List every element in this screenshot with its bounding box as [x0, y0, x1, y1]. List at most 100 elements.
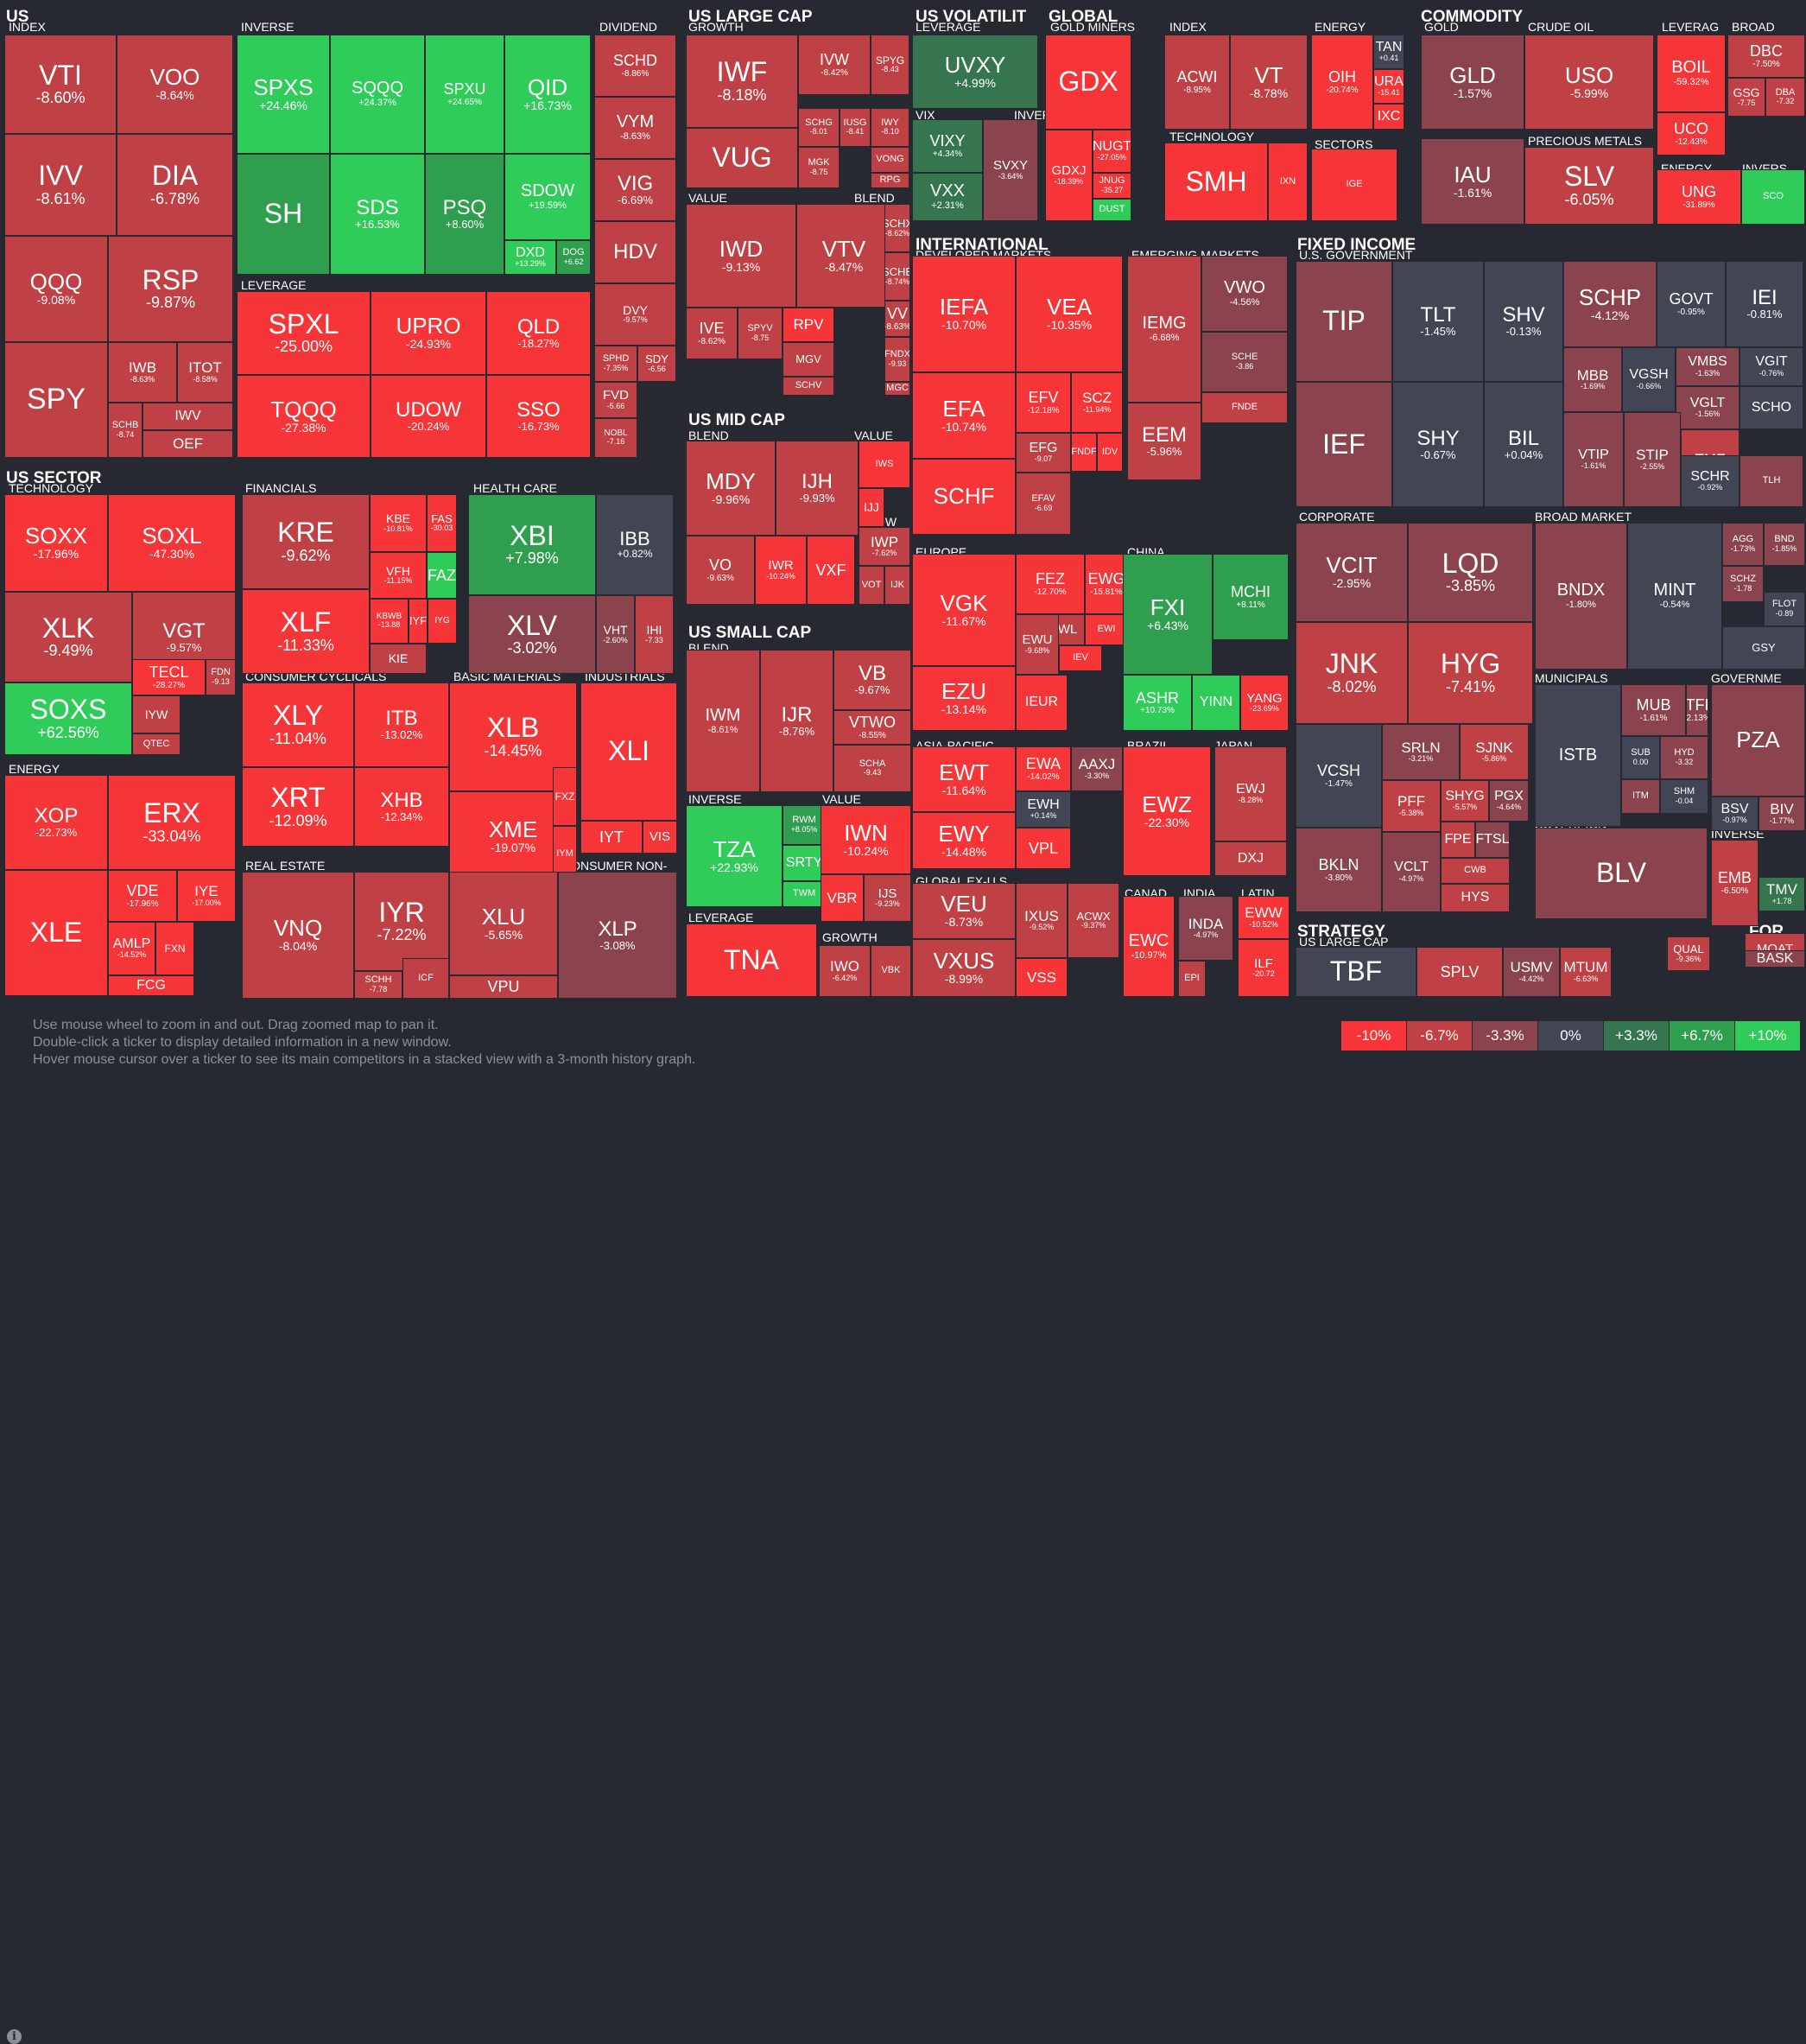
ticker-tile-tlh[interactable]: TLH — [1739, 455, 1803, 507]
ticker-tile-fdn[interactable]: FDN -9.13 — [206, 659, 236, 695]
ticker-tile-ijh[interactable]: IJH -9.93% — [776, 441, 859, 536]
ticker-tile-vbr[interactable]: VBR — [821, 874, 864, 922]
ticker-tile-dbc[interactable]: DBC -7.50% — [1727, 35, 1805, 78]
ticker-tile-soxs[interactable]: SOXS +62.56% — [4, 682, 132, 755]
ticker-tile-iwd[interactable]: IWD -9.13% — [686, 204, 796, 308]
ticker-tile-idv[interactable]: IDV — [1097, 433, 1123, 472]
ticker-tile-ewc[interactable]: EWC -10.97% — [1123, 896, 1175, 997]
ticker-tile-lqd[interactable]: LQD -3.85% — [1408, 523, 1533, 622]
ticker-tile-fez[interactable]: FEZ -12.70% — [1016, 554, 1085, 614]
ticker-tile-vcit[interactable]: VCIT -2.95% — [1296, 523, 1408, 622]
ticker-tile-gdxj[interactable]: GDXJ -18.39% — [1045, 130, 1093, 221]
ticker-tile-shy[interactable]: SHY -0.67% — [1392, 382, 1484, 507]
ticker-tile-sche[interactable]: SCHE -3.86 — [1201, 332, 1288, 392]
ticker-tile-oih[interactable]: OIH -20.74% — [1311, 35, 1373, 130]
ticker-tile-tna[interactable]: TNA — [686, 924, 817, 997]
ticker-tile-vglt[interactable]: VGLT -1.56% — [1676, 386, 1739, 429]
ticker-tile-xli[interactable]: XLI — [580, 682, 677, 821]
ticker-tile-qid[interactable]: QID +16.73% — [504, 35, 591, 154]
ticker-tile-vixy[interactable]: VIXY +4.34% — [912, 119, 983, 173]
ticker-tile-ilf[interactable]: ILF -20.72 — [1238, 939, 1290, 997]
ticker-tile-fndf[interactable]: FNDF — [1071, 433, 1097, 472]
ticker-tile-shyg[interactable]: SHYG -5.57% — [1441, 780, 1489, 822]
ticker-tile-pff[interactable]: PFF -5.38% — [1382, 780, 1441, 832]
ticker-tile-tbf[interactable]: TBF — [1296, 947, 1416, 997]
ticker-tile-iyr[interactable]: IYR -7.22% — [354, 872, 449, 971]
ticker-tile-acwx[interactable]: ACWX -9.37% — [1068, 883, 1119, 958]
ticker-tile-xlk[interactable]: XLK -9.49% — [4, 592, 132, 682]
ticker-tile-hdv[interactable]: HDV — [594, 221, 676, 283]
ticker-tile-rpv[interactable]: RPV — [783, 308, 834, 342]
ticker-tile-bil[interactable]: BIL +0.04% — [1484, 382, 1563, 507]
ticker-tile-govt[interactable]: GOVT -0.95% — [1657, 261, 1726, 347]
ticker-tile-blv[interactable]: BLV — [1535, 828, 1708, 919]
ticker-tile-usmv[interactable]: USMV -4.42% — [1503, 947, 1560, 997]
ticker-tile-tan[interactable]: TAN +0.41 — [1373, 35, 1404, 69]
ticker-tile-bkln[interactable]: BKLN -3.80% — [1296, 828, 1382, 912]
ticker-tile-xrt[interactable]: XRT -12.09% — [242, 767, 354, 847]
ticker-tile-vug[interactable]: VUG — [686, 128, 798, 188]
ticker-tile-faz[interactable]: FAZ — [427, 552, 457, 599]
ticker-tile-iwp[interactable]: IWP -7.62% — [859, 527, 910, 566]
ticker-tile-bask[interactable]: BASK — [1745, 950, 1805, 968]
ticker-tile-xlb[interactable]: XLB -14.45% — [449, 682, 577, 791]
ticker-tile-yinn[interactable]: YINN — [1192, 675, 1240, 731]
ticker-tile-vgsh[interactable]: VGSH -0.66% — [1622, 347, 1676, 412]
ticker-tile-vgk[interactable]: VGK -11.67% — [912, 554, 1016, 666]
ticker-tile-hyd[interactable]: HYD -3.32 — [1660, 736, 1708, 779]
ticker-tile-fxn[interactable]: FXN — [155, 922, 194, 975]
ticker-tile-fas[interactable]: FAS -30.03 — [427, 494, 457, 552]
ticker-tile-vo[interactable]: VO -9.63% — [686, 536, 755, 605]
ticker-tile-ige[interactable]: IGE — [1311, 149, 1397, 221]
ticker-tile-ezu[interactable]: EZU -13.14% — [912, 666, 1016, 731]
ticker-tile-mub[interactable]: MUB -1.61% — [1621, 684, 1686, 736]
ticker-tile-mbb[interactable]: MBB -1.69% — [1563, 347, 1622, 412]
ticker-tile-kre[interactable]: KRE -9.62% — [242, 494, 370, 589]
ticker-tile-amlp[interactable]: AMLP -14.52% — [108, 922, 155, 975]
ticker-tile-splv[interactable]: SPLV — [1416, 947, 1503, 997]
ticker-tile-schz[interactable]: SCHZ -1.78 — [1722, 566, 1764, 602]
ticker-tile-xhb[interactable]: XHB -12.34% — [354, 767, 449, 847]
ticker-tile-qual[interactable]: QUAL -9.36% — [1667, 936, 1710, 971]
ticker-tile-ewu[interactable]: EWU -9.68% — [1016, 614, 1059, 675]
ticker-tile-nugt[interactable]: NUGT -27.05% — [1093, 130, 1131, 173]
ticker-tile-rwm[interactable]: RWM +8.05% — [783, 805, 826, 845]
ticker-tile-xly[interactable]: XLY -11.04% — [242, 682, 354, 767]
ticker-tile-srty[interactable]: SRTY — [783, 845, 826, 881]
ticker-tile-vti[interactable]: VTI -8.60% — [4, 35, 117, 134]
ticker-tile-sphd[interactable]: SPHD -7.35% — [594, 346, 637, 382]
ticker-tile-icf[interactable]: ICF — [402, 958, 449, 999]
ticker-tile-efg[interactable]: EFG -9.07 — [1016, 433, 1071, 473]
ticker-tile-schd[interactable]: SCHD -8.86% — [594, 35, 676, 97]
ticker-tile-iyw[interactable]: IYW — [132, 695, 181, 733]
ticker-tile-sjnk[interactable]: SJNK -5.86% — [1460, 724, 1529, 780]
ticker-tile-dog[interactable]: DOG +6.62 — [556, 240, 591, 275]
ticker-tile-schb[interactable]: SCHB-8.74% — [884, 252, 910, 301]
ticker-tile-iemg[interactable]: IEMG -6.68% — [1127, 256, 1201, 403]
ticker-tile-veu[interactable]: VEU -8.73% — [912, 883, 1016, 939]
ticker-tile-bsv[interactable]: BSV -0.97% — [1711, 797, 1758, 831]
ticker-tile-inda[interactable]: INDA -4.97% — [1178, 896, 1233, 961]
ticker-tile-qld[interactable]: QLD -18.27% — [486, 291, 591, 375]
ticker-tile-iwn[interactable]: IWN -10.24% — [821, 805, 911, 874]
ticker-tile-vnq[interactable]: VNQ -8.04% — [242, 872, 354, 999]
ticker-tile-iwf[interactable]: IWF -8.18% — [686, 35, 798, 128]
ticker-tile-boil[interactable]: BOIL -59.32% — [1657, 35, 1726, 112]
ticker-tile-vtwo[interactable]: VTWO -8.55% — [833, 710, 911, 745]
ticker-tile-iei[interactable]: IEI -0.81% — [1726, 261, 1803, 347]
ticker-tile-vong[interactable]: VONG — [871, 147, 909, 173]
ticker-tile-iyt[interactable]: IYT — [580, 821, 643, 854]
ticker-tile-schr[interactable]: SCHR -0.92% — [1681, 455, 1739, 507]
ticker-tile-ihi[interactable]: IHI -7.33 — [635, 595, 674, 674]
ticker-tile-ewi[interactable]: EWI — [1085, 614, 1128, 645]
ticker-tile-mint[interactable]: MINT -0.54% — [1627, 523, 1722, 670]
ticker-tile-voo[interactable]: VOO -8.64% — [117, 35, 233, 134]
ticker-tile-efv[interactable]: EFV -12.18% — [1016, 372, 1071, 433]
ticker-tile-vwo[interactable]: VWO -4.56% — [1201, 256, 1288, 332]
ticker-tile-xle[interactable]: XLE — [4, 870, 108, 996]
ticker-tile-xlu[interactable]: XLU -5.65% — [449, 872, 558, 975]
ticker-tile-spyv[interactable]: SPYV -8.75 — [738, 308, 783, 359]
ticker-tile-iwm[interactable]: IWM -8.61% — [686, 650, 760, 792]
ticker-tile-vig[interactable]: VIG -6.69% — [594, 159, 676, 221]
ticker-tile-iwb[interactable]: IWB -8.63% — [108, 342, 177, 403]
